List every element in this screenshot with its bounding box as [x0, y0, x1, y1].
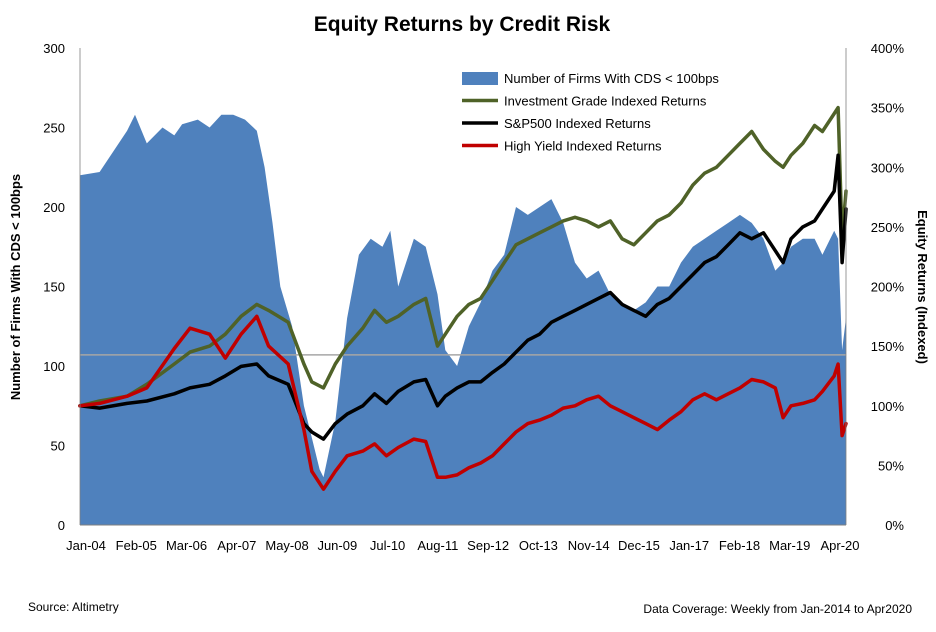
x-tick-label: Apr-07: [217, 538, 256, 553]
area-number-of-firms-with-cds-100bps: [80, 114, 846, 526]
chart-title: Equity Returns by Credit Risk: [314, 13, 611, 36]
x-tick-label: Sep-12: [467, 538, 509, 553]
x-tick-label: Oct-13: [519, 538, 558, 553]
right-tick-label: 50%: [878, 458, 904, 473]
legend-label: Investment Grade Indexed Returns: [504, 94, 707, 109]
legend: Number of Firms With CDS < 100bps Investm…: [462, 71, 719, 154]
right-tick-label: 250%: [871, 220, 905, 235]
source-note: Source: Altimetry: [28, 600, 119, 614]
left-axis-title: Number of Firms With CDS < 100bps: [8, 174, 23, 400]
right-tick-label: 350%: [871, 101, 905, 116]
left-tick-label: 0: [58, 518, 65, 533]
coverage-note: Data Coverage: Weekly from Jan-2014 to A…: [643, 602, 912, 616]
line-investment-grade-indexed-returns: [78, 105, 848, 408]
legend-swatch: [462, 72, 498, 85]
x-tick-label: Feb-18: [719, 538, 760, 553]
right-axis-title: Equity Returns (Indexed): [915, 210, 930, 364]
x-tick-label: Feb-05: [116, 538, 157, 553]
x-tick-label: Nov-14: [568, 538, 610, 553]
line-s-p500-indexed-returns: [78, 153, 848, 441]
right-tick-label: 300%: [871, 160, 905, 175]
x-tick-label: Jan-04: [66, 538, 106, 553]
right-tick-label: 200%: [871, 280, 905, 295]
left-tick-label: 100: [43, 359, 65, 374]
x-tick-label: Jun-09: [317, 538, 357, 553]
x-axis-ticks: Jan-04 Feb-05 Mar-06 Apr-07 May-08 Jun-09 Jul-…: [66, 538, 859, 553]
x-tick-label: Mar-06: [166, 538, 207, 553]
x-tick-label: Jul-10: [370, 538, 405, 553]
right-tick-label: 150%: [871, 339, 905, 354]
left-tick-label: 200: [43, 200, 65, 215]
left-tick-label: 50: [51, 439, 65, 454]
left-tick-label: 300: [43, 41, 65, 56]
series-lines-layer: [78, 105, 848, 491]
x-tick-label: Dec-15: [618, 538, 660, 553]
x-tick-label: Mar-19: [769, 538, 810, 553]
legend-label: S&P500 Indexed Returns: [504, 116, 651, 131]
right-axis-ticks: 0% 50% 100% 150% 200% 250% 300% 350% 400%: [871, 41, 905, 533]
line-high-yield-indexed-returns: [78, 314, 848, 491]
legend-label: High Yield Indexed Returns: [504, 139, 662, 154]
x-tick-label: May-08: [265, 538, 308, 553]
right-tick-label: 0%: [885, 518, 904, 533]
right-tick-label: 100%: [871, 399, 905, 414]
x-tick-label: Aug-11: [417, 538, 458, 553]
legend-label: Number of Firms With CDS < 100bps: [504, 71, 719, 86]
left-axis-ticks: 0 50 100 150 200 250 300: [43, 41, 65, 533]
left-tick-label: 250: [43, 121, 65, 136]
left-tick-label: 150: [43, 280, 65, 295]
right-tick-label: 400%: [871, 41, 905, 56]
x-tick-label: Jan-17: [669, 538, 709, 553]
x-tick-label: Apr-20: [820, 538, 859, 553]
firms-area-layer: [80, 114, 846, 526]
